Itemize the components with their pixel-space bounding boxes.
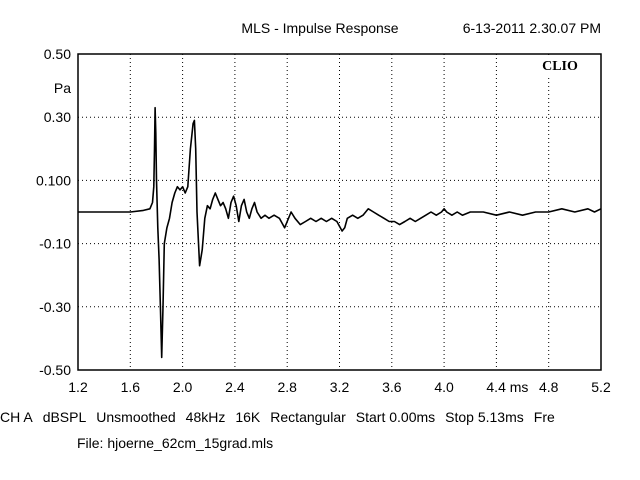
brand-box (535, 55, 585, 75)
brand-logo: CLIO (542, 59, 578, 74)
grid-lines (78, 54, 601, 370)
settings-item: Unsmoothed (96, 409, 175, 425)
settings-item: Fre (534, 409, 555, 425)
x-tick-label: 2.0 (173, 379, 193, 395)
timestamp: 6-13-2011 2.30.07 PM (463, 20, 601, 36)
y-tick-label: 0.30 (44, 109, 71, 125)
x-tick-label: 1.2 (68, 379, 88, 395)
x-tick-label: 3.2 (330, 379, 350, 395)
settings-item: CH A (0, 409, 33, 425)
y-tick-label: 0.50 (44, 46, 71, 62)
file-name: File: hjoerne_62cm_15grad.mls (77, 435, 273, 451)
x-tick-label: 1.6 (121, 379, 141, 395)
settings-item: Rectangular (270, 409, 346, 425)
settings-item: 48kHz (186, 409, 226, 425)
y-tick-label: 0.100 (36, 172, 71, 188)
y-tick-label: -0.50 (39, 362, 71, 378)
settings-line: CH A dBSPL Unsmoothed 48kHz 16K Rectangular St… (0, 409, 555, 425)
settings-item: Stop 5.13ms (445, 409, 524, 425)
settings-item: 16K (235, 409, 261, 425)
y-tick-label: -0.10 (39, 236, 71, 252)
settings-item: Start 0.00ms (356, 409, 435, 425)
x-tick-label: 4.8 (539, 379, 559, 395)
x-tick-label: 4.4 ms (486, 379, 528, 395)
y-axis-label: Pa (54, 80, 71, 96)
series-line-impulse (78, 106, 602, 359)
x-tick-label: 3.6 (382, 379, 402, 395)
x-tick-label: 4.0 (434, 379, 454, 395)
y-tick-label: -0.30 (39, 299, 71, 315)
x-tick-label: 5.2 (591, 379, 611, 395)
chart-title: MLS - Impulse Response (241, 20, 398, 36)
x-tick-label: 2.8 (277, 379, 297, 395)
settings-item: dBSPL (43, 409, 87, 425)
tick-labels: 1.2 1.6 2.0 2.4 2.8 3.2 3.6 4.0 4.4 ms 4.8 5.2 0.50… (36, 46, 611, 395)
x-tick-label: 2.4 (225, 379, 245, 395)
